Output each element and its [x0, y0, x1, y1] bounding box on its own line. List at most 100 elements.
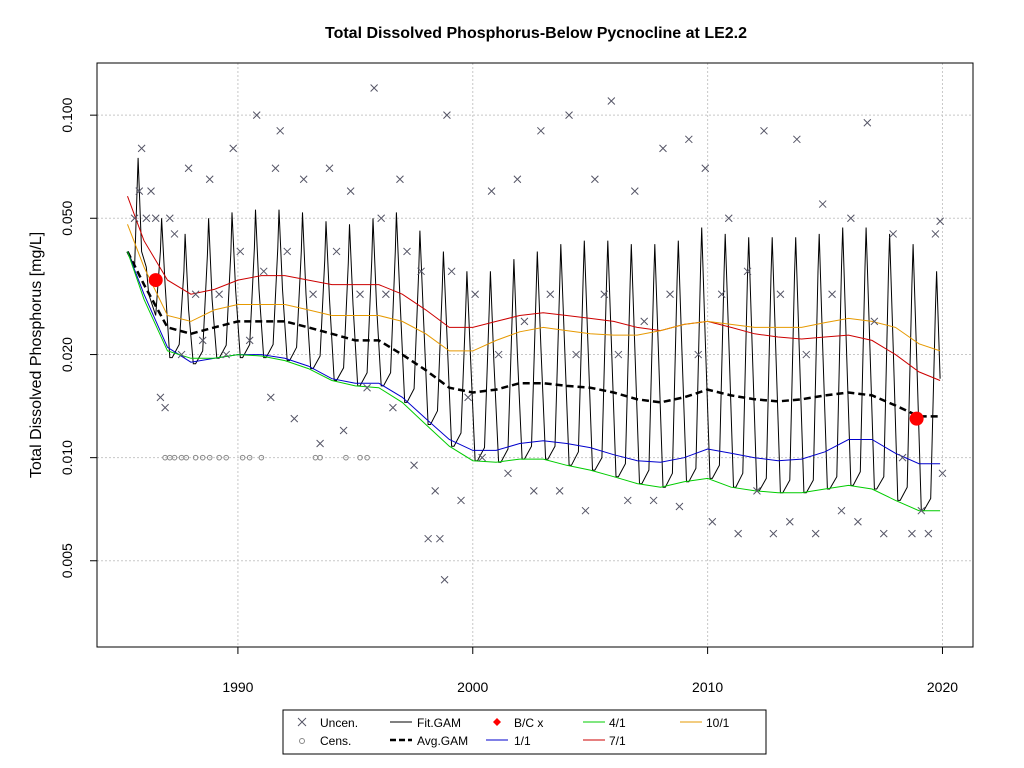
- censored-point: [258, 454, 265, 461]
- uncensored-point: [283, 247, 292, 256]
- uncensored-point: [870, 317, 879, 326]
- uncensored-point: [924, 529, 933, 538]
- uncensored-point: [908, 529, 916, 538]
- uncensored-point: [464, 393, 472, 402]
- legend-label-uncen: Uncen.: [320, 716, 358, 730]
- uncensored-point: [471, 290, 479, 299]
- legend-label-d71: 7/1: [609, 734, 626, 748]
- uncensored-point: [229, 144, 238, 153]
- uncensored-point: [370, 84, 378, 92]
- uncensored-point: [417, 267, 425, 276]
- uncensored-point: [396, 175, 404, 184]
- uncensored-point: [802, 350, 811, 359]
- uncensored-point: [403, 247, 411, 256]
- uncensored-point: [776, 290, 785, 299]
- uncensored-point: [198, 336, 207, 345]
- uncensored-point: [600, 290, 609, 299]
- y-tick-label: 0.005: [59, 543, 75, 578]
- uncensored-point: [130, 214, 139, 223]
- censored-point: [199, 454, 206, 461]
- uncensored-point: [440, 575, 449, 584]
- series-fit-gam: [127, 157, 941, 512]
- censored-point: [317, 454, 323, 461]
- y-tick-label: 0.010: [59, 440, 75, 475]
- uncensored-point: [436, 534, 444, 543]
- legend-label-fit: Fit.GAM: [417, 716, 461, 730]
- uncensored-point: [889, 230, 898, 238]
- uncensored-point: [837, 506, 846, 515]
- uncensored-point: [325, 164, 334, 173]
- uncensored-point: [135, 187, 144, 195]
- uncensored-point: [147, 187, 155, 195]
- uncensored-point: [938, 469, 947, 478]
- legend-item-d41: 4/1: [583, 716, 626, 730]
- uncensored-point: [649, 496, 658, 505]
- censored-point: [183, 454, 190, 461]
- legend-item-d71: 7/1: [583, 734, 626, 748]
- uncensored-point: [675, 502, 684, 511]
- x-tick-label: 1990: [222, 679, 253, 695]
- grid-lines: [97, 63, 973, 647]
- uncensored-point: [513, 175, 522, 184]
- legend-item-d101: 10/1: [680, 716, 730, 730]
- uncensored-point: [245, 336, 254, 345]
- legend-label-avg: Avg.GAM: [417, 734, 468, 748]
- uncensored-point: [847, 214, 855, 223]
- uncensored-point: [734, 529, 743, 538]
- uncensored-point: [487, 187, 496, 195]
- uncensored-point: [743, 267, 752, 276]
- censored-point: [192, 454, 199, 461]
- uncensored-point: [271, 164, 280, 173]
- x-tick-label: 2000: [457, 679, 488, 695]
- uncensored-point: [259, 267, 268, 276]
- uncensored-point: [316, 439, 324, 448]
- uncensored-point: [431, 486, 440, 495]
- series-4-1: [127, 251, 941, 512]
- censored-point: [239, 454, 246, 461]
- uncensored-point: [785, 517, 794, 526]
- censored-point: [364, 454, 370, 461]
- uncensored-point: [630, 187, 639, 195]
- uncensored-point: [504, 469, 512, 478]
- uncensored-point: [769, 529, 778, 538]
- uncensored-point: [529, 486, 538, 495]
- uncensored-point: [607, 97, 616, 105]
- y-tick-label: 0.050: [59, 201, 75, 236]
- uncensored-point: [266, 393, 275, 402]
- uncensored-point: [339, 426, 348, 435]
- uncensored-point: [931, 230, 940, 238]
- uncensored-point: [659, 144, 667, 153]
- censored-point: [206, 454, 213, 461]
- uncensored-point: [614, 350, 623, 359]
- series-lines: [126, 157, 941, 512]
- legend-label-d101: 10/1: [706, 716, 730, 730]
- legend: Uncen. Cens. Fit.GAM Avg.GAM B/C x 1/1 4…: [282, 709, 767, 755]
- uncensored-point: [666, 290, 674, 299]
- legend-item-cens: Cens.: [299, 734, 351, 748]
- uncensored-point: [236, 247, 245, 256]
- series-7-1: [127, 196, 941, 381]
- uncensored-point: [410, 461, 418, 470]
- uncensored-point: [572, 350, 580, 359]
- y-axis-label: Total Dissolved Phosphorus [mg/L]: [28, 232, 45, 478]
- uncensored-point: [447, 267, 456, 276]
- uncensored-point: [356, 290, 364, 299]
- legend-item-bcx: B/C x: [493, 716, 543, 730]
- censored-point: [357, 454, 363, 461]
- legend-label-d41: 4/1: [609, 716, 626, 730]
- uncensored-point: [879, 529, 888, 538]
- bc-point: [909, 411, 924, 426]
- legend-label-bcx: B/C x: [514, 716, 543, 730]
- uncensored-point: [478, 453, 487, 462]
- legend-item-uncen: Uncen.: [297, 716, 358, 730]
- uncensored-point: [177, 350, 186, 359]
- uncensored-point: [389, 403, 397, 412]
- uncensored-point: [753, 486, 761, 495]
- uncensored-point: [494, 350, 503, 359]
- censored-point: [223, 454, 229, 461]
- legend-label-d11: 1/1: [514, 734, 531, 748]
- x-tick-label: 2020: [927, 679, 958, 695]
- series-avg-gam: [126, 250, 941, 418]
- uncensored-point: [222, 350, 231, 359]
- uncensored-point: [276, 126, 285, 135]
